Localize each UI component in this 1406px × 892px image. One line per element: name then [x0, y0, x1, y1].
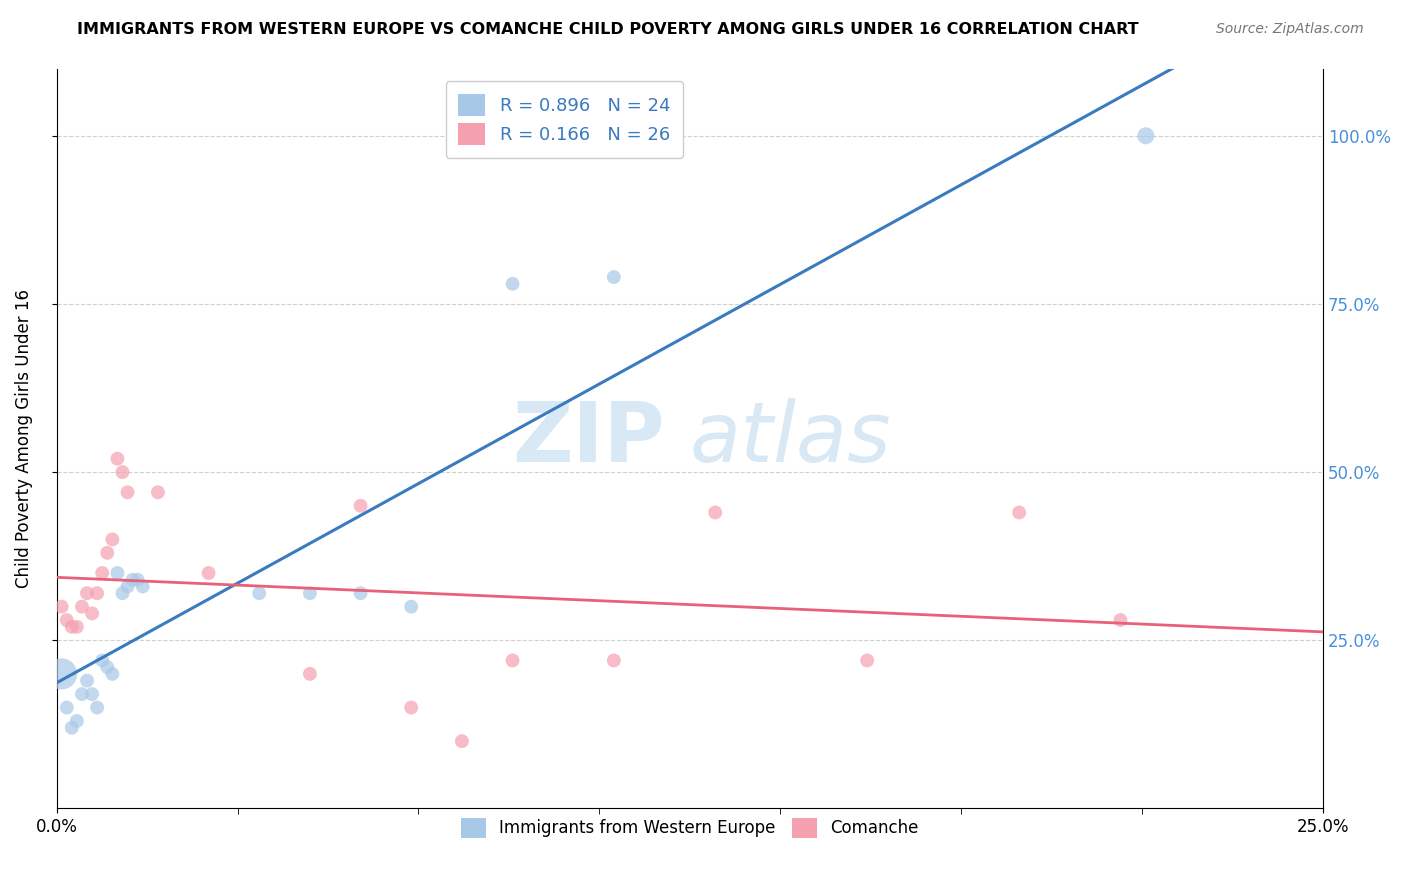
Point [603, 653, 626, 667]
Point [76, 673, 98, 688]
Point [101, 533, 124, 547]
Point [86, 586, 108, 600]
Point [111, 465, 134, 479]
Text: ZIP: ZIP [512, 398, 665, 479]
Point [51, 599, 73, 614]
Y-axis label: Child Poverty Among Girls Under 16: Child Poverty Among Girls Under 16 [15, 289, 32, 588]
Point [107, 566, 129, 580]
Point [60, 620, 83, 634]
Point [349, 586, 371, 600]
Text: atlas: atlas [690, 398, 891, 479]
Point [101, 667, 124, 681]
Point [117, 579, 139, 593]
Point [117, 485, 139, 500]
Point [349, 499, 371, 513]
Point [502, 653, 524, 667]
Point [60, 721, 83, 735]
Point [197, 566, 219, 580]
Point [399, 700, 422, 714]
Point [66, 620, 89, 634]
Point [55, 700, 77, 714]
Point [66, 714, 89, 728]
Point [298, 586, 321, 600]
Point [86, 700, 108, 714]
Point [80, 607, 103, 621]
Point [91, 566, 114, 580]
Point [399, 599, 422, 614]
Point [91, 653, 114, 667]
Point [451, 734, 474, 748]
Point [96, 546, 118, 560]
Point [70, 687, 93, 701]
Point [76, 586, 98, 600]
Point [603, 270, 626, 285]
Point [55, 613, 77, 627]
Point [1109, 613, 1132, 627]
Text: Source: ZipAtlas.com: Source: ZipAtlas.com [1216, 22, 1364, 37]
Point [107, 451, 129, 466]
Point [502, 277, 524, 291]
Point [96, 660, 118, 674]
Point [247, 586, 270, 600]
Point [146, 485, 169, 500]
Point [70, 599, 93, 614]
Point [121, 573, 143, 587]
Point [1008, 506, 1031, 520]
Point [51, 667, 73, 681]
Text: IMMIGRANTS FROM WESTERN EUROPE VS COMANCHE CHILD POVERTY AMONG GIRLS UNDER 16 CO: IMMIGRANTS FROM WESTERN EUROPE VS COMANC… [77, 22, 1139, 37]
Point [132, 579, 155, 593]
Point [80, 687, 103, 701]
Point [856, 653, 879, 667]
Point [127, 573, 149, 587]
Point [111, 586, 134, 600]
Point [704, 506, 727, 520]
Point [298, 667, 321, 681]
Legend: Immigrants from Western Europe, Comanche: Immigrants from Western Europe, Comanche [454, 811, 925, 845]
Point [1135, 128, 1157, 143]
